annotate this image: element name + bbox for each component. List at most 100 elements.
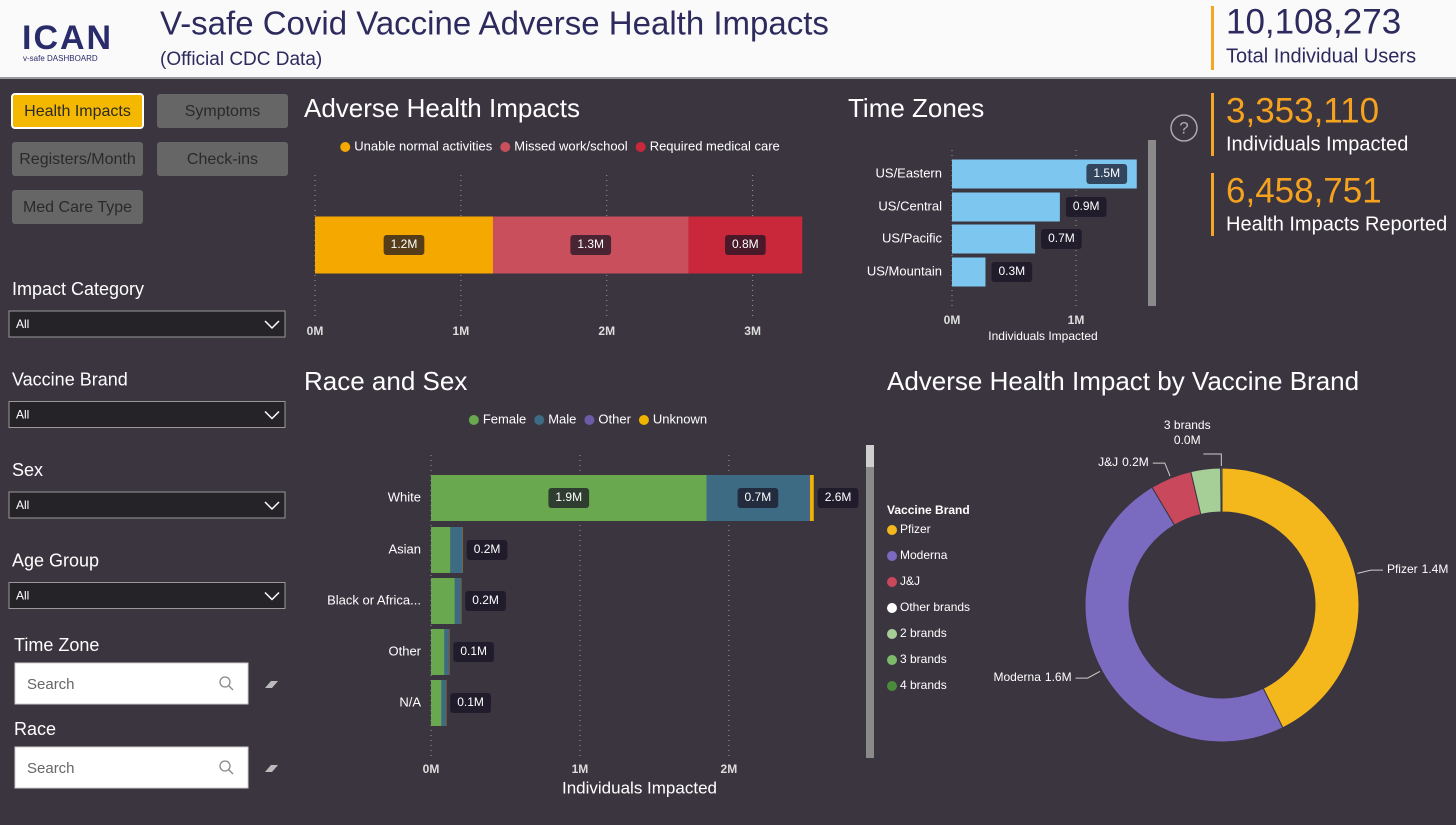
dropdown[interactable] bbox=[8, 582, 286, 609]
scrollbar[interactable] bbox=[1148, 140, 1156, 306]
leader-line bbox=[1075, 670, 1101, 679]
legend-marker bbox=[887, 525, 897, 535]
data-label: 0.8M bbox=[732, 237, 759, 251]
nav-button-label[interactable]: Check-ins bbox=[187, 151, 258, 168]
scrollbar-thumb[interactable] bbox=[866, 445, 874, 467]
dropdown-value[interactable]: All bbox=[16, 498, 29, 512]
clear-icon[interactable] bbox=[265, 765, 278, 772]
nav-button-label[interactable]: Registers/Month bbox=[19, 151, 136, 168]
y-tick-label: White bbox=[388, 489, 421, 504]
bar bbox=[952, 257, 986, 287]
help-icon-glyph[interactable]: ? bbox=[1179, 118, 1188, 137]
data-label: 0.1M bbox=[457, 695, 484, 709]
bar bbox=[810, 475, 814, 521]
y-tick-label: US/Mountain bbox=[867, 263, 942, 278]
data-label-box bbox=[1065, 197, 1107, 217]
data-label: 0.9M bbox=[1073, 199, 1100, 213]
kpi-label: Individuals Impacted bbox=[1226, 133, 1408, 155]
y-tick-label: N/A bbox=[399, 694, 421, 709]
y-tick-label: Asian bbox=[388, 541, 421, 556]
chart-title: Time Zones bbox=[848, 93, 984, 123]
leader-line bbox=[1152, 462, 1171, 477]
search-label: Race bbox=[14, 719, 56, 739]
total-label-box bbox=[453, 642, 495, 662]
dropdown-value[interactable]: All bbox=[16, 589, 29, 603]
legend-label: Unknown bbox=[653, 411, 707, 426]
nav-button-label[interactable]: Symptoms bbox=[185, 103, 261, 120]
kpi-accent bbox=[1211, 6, 1214, 70]
dropdown[interactable] bbox=[8, 310, 286, 338]
data-label: 1.5M bbox=[1093, 166, 1120, 180]
search-icon[interactable] bbox=[219, 676, 231, 688]
slice-label-name: Pfizer bbox=[1387, 562, 1418, 576]
dropdown-chevron[interactable] bbox=[264, 591, 280, 601]
kpi-label: Health Impacts Reported bbox=[1226, 213, 1447, 235]
data-label-box bbox=[1086, 164, 1128, 184]
nav-button[interactable] bbox=[12, 190, 143, 224]
search-icon[interactable] bbox=[228, 769, 234, 775]
search-placeholder[interactable]: Search bbox=[27, 760, 75, 777]
nav-button[interactable] bbox=[157, 142, 288, 176]
data-label-box bbox=[548, 488, 590, 508]
dropdown-chevron[interactable] bbox=[264, 501, 280, 511]
search-icon[interactable] bbox=[219, 760, 231, 772]
y-tick-label: US/Pacific bbox=[882, 230, 942, 245]
legend-title: Vaccine Brand bbox=[887, 503, 970, 517]
x-tick-label: 0M bbox=[307, 324, 324, 338]
search-placeholder[interactable]: Search bbox=[27, 676, 75, 693]
dropdown[interactable] bbox=[8, 491, 286, 519]
slice-label-value: 1.4M bbox=[1422, 562, 1449, 576]
x-axis-label: Individuals Impacted bbox=[562, 778, 717, 797]
total-label-box bbox=[450, 693, 491, 713]
bar bbox=[431, 578, 455, 624]
dropdown[interactable] bbox=[8, 401, 286, 428]
slice-label: Moderna 1.6M bbox=[994, 670, 1072, 684]
search-icon[interactable] bbox=[228, 685, 234, 691]
bar bbox=[431, 629, 445, 675]
legend-label: Other bbox=[598, 411, 631, 426]
bar bbox=[450, 527, 463, 573]
filter-label: Vaccine Brand bbox=[12, 369, 128, 389]
search-box[interactable] bbox=[14, 662, 249, 705]
dropdown-chevron[interactable] bbox=[264, 410, 280, 420]
data-label: 1.9M bbox=[555, 490, 582, 504]
slice-label-value: 1.6M bbox=[1045, 670, 1072, 684]
nav-button[interactable] bbox=[11, 93, 144, 129]
clear-icon[interactable] bbox=[265, 681, 278, 688]
kpi-accent bbox=[1211, 173, 1214, 236]
legend-label: Moderna bbox=[900, 548, 948, 562]
slice-label: J&J 0.2M bbox=[1098, 455, 1149, 469]
total-label-box bbox=[466, 540, 508, 560]
slice-label: Pfizer 1.4M bbox=[1387, 562, 1448, 576]
x-axis-label: Individuals Impacted bbox=[988, 329, 1097, 343]
x-tick-label: 1M bbox=[1068, 313, 1085, 327]
scrollbar[interactable] bbox=[866, 445, 874, 758]
help-icon[interactable] bbox=[1170, 114, 1198, 142]
legend-marker bbox=[887, 681, 897, 691]
search-label: Time Zone bbox=[14, 635, 99, 655]
legend-label: 4 brands bbox=[900, 678, 947, 692]
bar bbox=[444, 629, 449, 675]
data-label-box bbox=[1041, 229, 1082, 249]
leader-line bbox=[1203, 453, 1222, 467]
legend-label: 2 brands bbox=[900, 626, 947, 640]
slice-label-name: J&J bbox=[1098, 455, 1118, 469]
nav-button-label[interactable]: Health Impacts bbox=[24, 103, 131, 120]
kpi-value: 3,353,110 bbox=[1226, 91, 1379, 130]
nav-button-label[interactable]: Med Care Type bbox=[23, 199, 132, 216]
filter-label: Age Group bbox=[12, 550, 99, 570]
search-box[interactable] bbox=[14, 746, 249, 789]
nav-button[interactable] bbox=[157, 94, 288, 128]
slice-label-name: Moderna bbox=[994, 670, 1042, 684]
bar bbox=[454, 578, 461, 624]
total-label-box bbox=[465, 591, 506, 611]
legend-marker bbox=[340, 142, 351, 152]
chart-title: Adverse Health Impacts bbox=[304, 93, 580, 123]
dropdown-value[interactable]: All bbox=[16, 408, 29, 422]
nav-button[interactable] bbox=[12, 142, 143, 176]
dropdown-chevron[interactable] bbox=[264, 320, 280, 330]
kpi-value: 6,458,751 bbox=[1226, 171, 1382, 210]
dropdown-value[interactable]: All bbox=[16, 317, 29, 331]
x-tick-label: 2M bbox=[598, 324, 615, 338]
